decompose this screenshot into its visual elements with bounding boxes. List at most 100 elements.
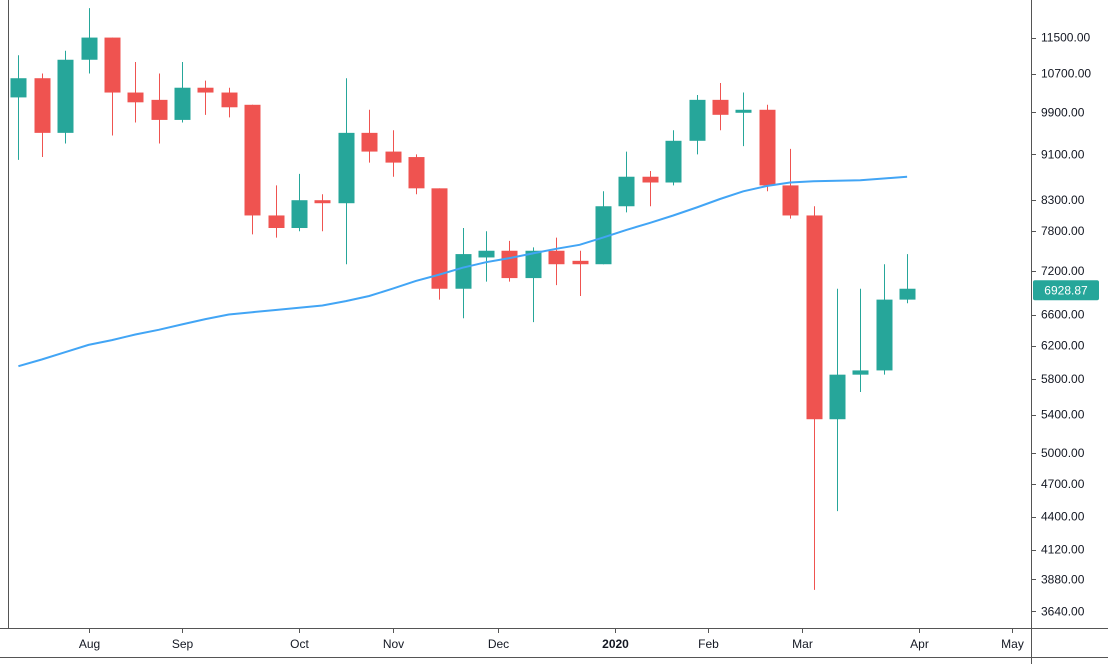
time-tick: Oct xyxy=(290,628,309,651)
candle-body xyxy=(338,132,355,204)
candle-5[interactable] xyxy=(127,62,144,123)
candle-19[interactable] xyxy=(455,228,472,319)
candle-body xyxy=(268,215,285,229)
candle-17[interactable] xyxy=(408,154,425,195)
price-tick: 7800.00 xyxy=(1031,224,1085,238)
candle-2[interactable] xyxy=(57,50,74,144)
time-tick: Apr xyxy=(910,628,929,651)
candle-14[interactable] xyxy=(338,78,355,265)
time-tick-label: Feb xyxy=(698,637,719,651)
price-tick-label: 10700.00 xyxy=(1041,67,1091,81)
candle-31[interactable] xyxy=(735,92,752,147)
candle-body xyxy=(852,370,869,375)
candle-16[interactable] xyxy=(385,130,402,177)
candle-7[interactable] xyxy=(174,62,191,123)
price-tick: 4700.00 xyxy=(1031,477,1085,491)
candle-body xyxy=(57,59,74,133)
time-tick-label: Dec xyxy=(488,637,509,651)
price-tick-label: 9100.00 xyxy=(1041,147,1085,161)
candle-32[interactable] xyxy=(759,104,776,192)
last-price-badge xyxy=(1033,280,1099,301)
price-tick-label: 7200.00 xyxy=(1041,264,1085,278)
candle-34[interactable] xyxy=(806,206,823,590)
time-tick-label: Aug xyxy=(79,637,100,651)
candle-1[interactable] xyxy=(34,73,51,158)
candle-26[interactable] xyxy=(618,151,635,213)
candle-18[interactable] xyxy=(431,188,448,300)
time-tick: Dec xyxy=(488,628,509,651)
candle-body xyxy=(10,78,27,98)
candle-body xyxy=(618,176,635,207)
candle-28[interactable] xyxy=(665,130,682,186)
candle-13[interactable] xyxy=(314,194,331,232)
candle-24[interactable] xyxy=(572,250,589,296)
candle-body xyxy=(431,188,448,289)
time-tick-label: May xyxy=(1001,637,1024,651)
candle-36[interactable] xyxy=(852,288,869,393)
time-tick: Nov xyxy=(383,628,404,651)
price-tick-label: 4700.00 xyxy=(1041,477,1085,491)
candle-35[interactable] xyxy=(829,288,846,512)
price-tick: 3640.00 xyxy=(1031,604,1085,618)
candle-15[interactable] xyxy=(361,109,378,163)
price-tick-label: 3640.00 xyxy=(1041,604,1085,618)
candle-25[interactable] xyxy=(595,191,612,265)
candle-body xyxy=(197,87,214,93)
price-tick: 5400.00 xyxy=(1031,408,1085,422)
price-tick: 11500.00 xyxy=(1031,31,1090,45)
candle-body xyxy=(759,109,776,186)
candle-38[interactable] xyxy=(899,254,916,304)
candle-10[interactable] xyxy=(244,104,261,235)
candle-body xyxy=(642,176,659,183)
candle-8[interactable] xyxy=(197,80,214,115)
candle-body xyxy=(104,37,121,93)
candle-30[interactable] xyxy=(712,82,729,131)
candle-body xyxy=(876,299,893,371)
candle-body xyxy=(712,99,729,115)
candle-body xyxy=(806,215,823,420)
candle-27[interactable] xyxy=(642,171,659,207)
candle-12[interactable] xyxy=(291,173,308,232)
candle-body xyxy=(174,87,191,120)
candle-body xyxy=(689,99,706,141)
price-tick-label: 6600.00 xyxy=(1041,308,1085,322)
candle-body xyxy=(127,92,144,103)
candle-body xyxy=(548,250,565,265)
price-tick-label: 8300.00 xyxy=(1041,193,1085,207)
candles-layer xyxy=(10,8,916,590)
candle-4[interactable] xyxy=(104,37,121,136)
candle-22[interactable] xyxy=(525,247,542,323)
price-tick: 8300.00 xyxy=(1031,193,1085,207)
candle-body xyxy=(34,78,51,133)
price-tick-label: 5400.00 xyxy=(1041,408,1085,422)
candle-9[interactable] xyxy=(221,87,238,118)
time-tick-label: Nov xyxy=(383,637,404,651)
candle-33[interactable] xyxy=(782,148,799,219)
time-axis-ticks: Aug Sep Oct Nov Dec 2020 Feb Mar Apr May xyxy=(79,628,1024,651)
time-tick-label: Sep xyxy=(172,637,194,651)
candle-body xyxy=(899,288,916,300)
price-tick-label: 5000.00 xyxy=(1041,446,1085,460)
candle-3[interactable] xyxy=(81,8,98,74)
candle-21[interactable] xyxy=(501,240,518,282)
candle-body xyxy=(221,92,238,108)
candle-body xyxy=(735,109,752,113)
candle-29[interactable] xyxy=(689,94,706,155)
price-tick: 3880.00 xyxy=(1031,572,1085,586)
time-tick-label: Apr xyxy=(910,637,929,651)
candle-11[interactable] xyxy=(268,185,285,238)
time-tick-label: 2020 xyxy=(602,637,629,651)
candle-body xyxy=(361,132,378,152)
candle-20[interactable] xyxy=(478,231,495,282)
price-tick-label: 9900.00 xyxy=(1041,105,1085,119)
candle-0[interactable] xyxy=(10,55,27,160)
candle-6[interactable] xyxy=(151,73,168,144)
candle-37[interactable] xyxy=(876,264,893,375)
price-tick: 9100.00 xyxy=(1031,147,1085,161)
candle-23[interactable] xyxy=(548,237,565,286)
candle-body xyxy=(385,151,402,163)
time-tick: Sep xyxy=(172,628,194,651)
price-tick: 4400.00 xyxy=(1031,510,1085,524)
